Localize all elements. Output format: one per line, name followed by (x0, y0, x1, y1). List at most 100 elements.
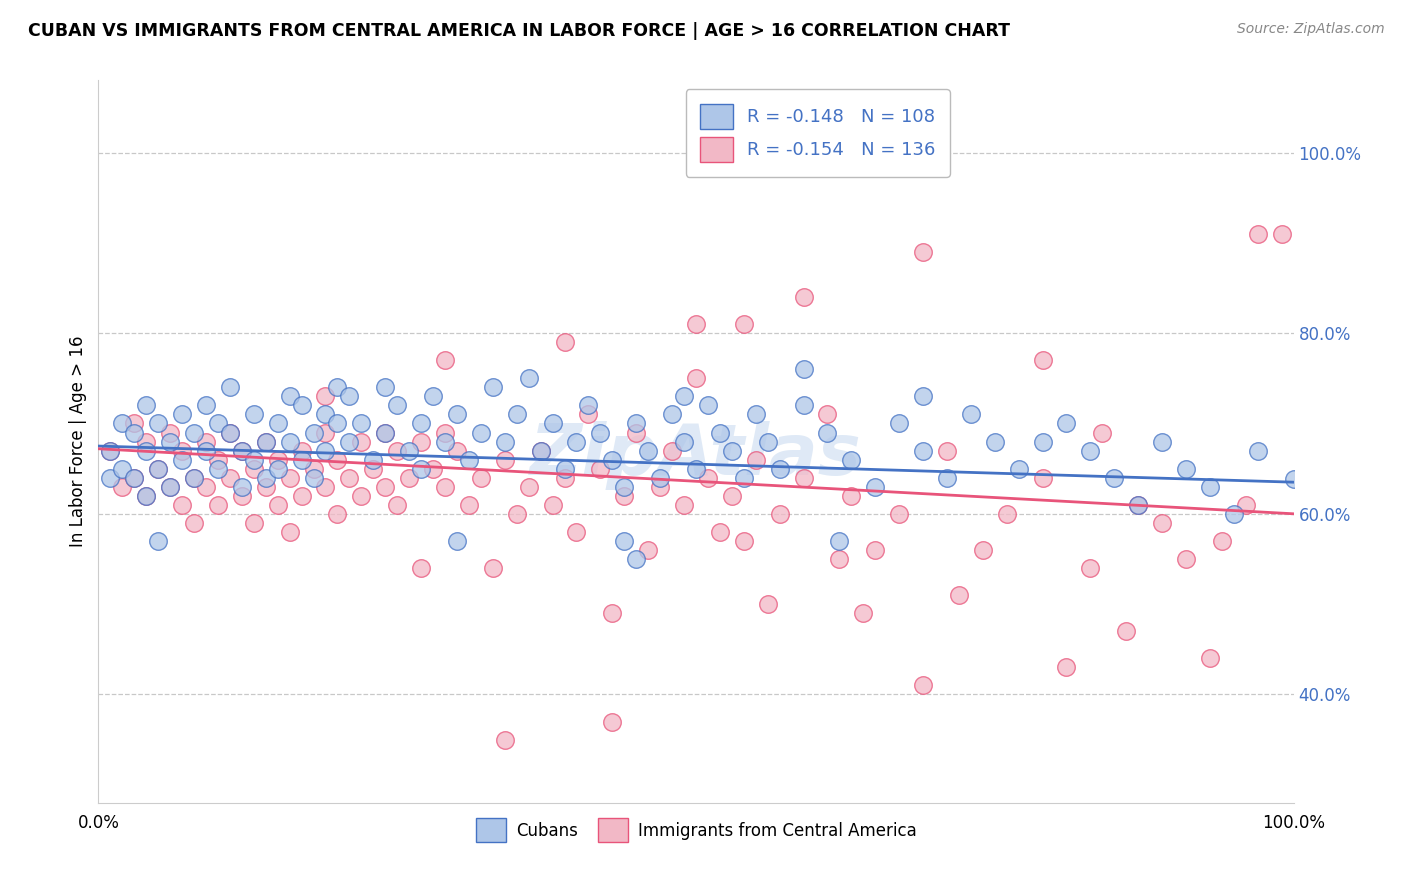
Point (446, 408, 468, 422)
Point (159, 480, 181, 494)
Point (793, 398, 815, 412)
Point (291, 489, 314, 503)
Point (135, 443, 157, 458)
Point (434, 353, 457, 368)
Point (385, 498, 409, 512)
Point (267, 498, 290, 512)
Point (602, 452, 624, 467)
Point (254, 434, 277, 449)
Point (768, 461, 790, 475)
Point (697, 398, 720, 412)
Point (267, 452, 290, 467)
Point (972, 542, 994, 557)
Point (267, 417, 290, 431)
Point (231, 489, 253, 503)
Point (709, 425, 731, 440)
Point (470, 471, 492, 485)
Point (960, 408, 983, 422)
Point (733, 471, 755, 485)
Point (517, 371, 540, 385)
Point (207, 417, 229, 431)
Point (626, 552, 648, 566)
Point (374, 425, 396, 440)
Point (243, 461, 266, 475)
Point (721, 443, 744, 458)
Point (1282, 473, 1305, 487)
Point (865, 542, 887, 557)
Point (756, 434, 779, 449)
Point (195, 480, 218, 494)
Point (385, 443, 409, 458)
Point (685, 461, 707, 475)
Point (733, 317, 755, 331)
Point (326, 507, 349, 521)
Point (183, 516, 205, 530)
Point (1247, 443, 1270, 458)
Point (315, 425, 337, 440)
Point (278, 471, 301, 485)
Point (315, 443, 337, 458)
Point (661, 408, 683, 422)
Point (98, 471, 122, 485)
Point (865, 480, 887, 494)
Point (183, 425, 205, 440)
Point (745, 452, 768, 467)
Point (1056, 660, 1078, 674)
Point (254, 480, 277, 494)
Point (243, 516, 266, 530)
Point (135, 489, 157, 503)
Point (302, 471, 325, 485)
Point (1211, 533, 1233, 548)
Point (841, 452, 863, 467)
Point (648, 471, 672, 485)
Point (411, 417, 433, 431)
Point (291, 398, 314, 412)
Point (124, 471, 146, 485)
Point (936, 443, 959, 458)
Point (1032, 471, 1054, 485)
Point (948, 588, 970, 602)
Legend: Cubans, Immigrants from Central America: Cubans, Immigrants from Central America (470, 812, 922, 848)
Point (339, 389, 361, 403)
Point (363, 452, 385, 467)
Point (541, 417, 564, 431)
Point (911, 678, 934, 692)
Point (721, 489, 744, 503)
Point (278, 524, 301, 539)
Point (852, 606, 875, 620)
Point (1128, 498, 1150, 512)
Point (1056, 417, 1078, 431)
Point (219, 425, 242, 440)
Point (506, 507, 529, 521)
Point (374, 480, 396, 494)
Point (1080, 561, 1102, 575)
Point (219, 471, 242, 485)
Point (494, 732, 516, 747)
Point (434, 425, 457, 440)
Point (385, 398, 409, 412)
Point (374, 380, 396, 394)
Point (159, 425, 181, 440)
Point (756, 597, 779, 611)
Point (398, 471, 420, 485)
Point (481, 380, 505, 394)
Point (422, 389, 444, 403)
Point (148, 533, 170, 548)
Point (1115, 624, 1137, 639)
Point (446, 533, 468, 548)
Point (207, 461, 229, 475)
Point (183, 471, 205, 485)
Point (589, 425, 612, 440)
Point (793, 290, 815, 304)
Point (637, 443, 659, 458)
Point (148, 461, 170, 475)
Point (315, 480, 337, 494)
Point (470, 425, 492, 440)
Point (326, 452, 349, 467)
Point (291, 443, 314, 458)
Point (494, 434, 516, 449)
Point (172, 498, 194, 512)
Point (315, 408, 337, 422)
Point (1008, 461, 1031, 475)
Point (697, 471, 720, 485)
